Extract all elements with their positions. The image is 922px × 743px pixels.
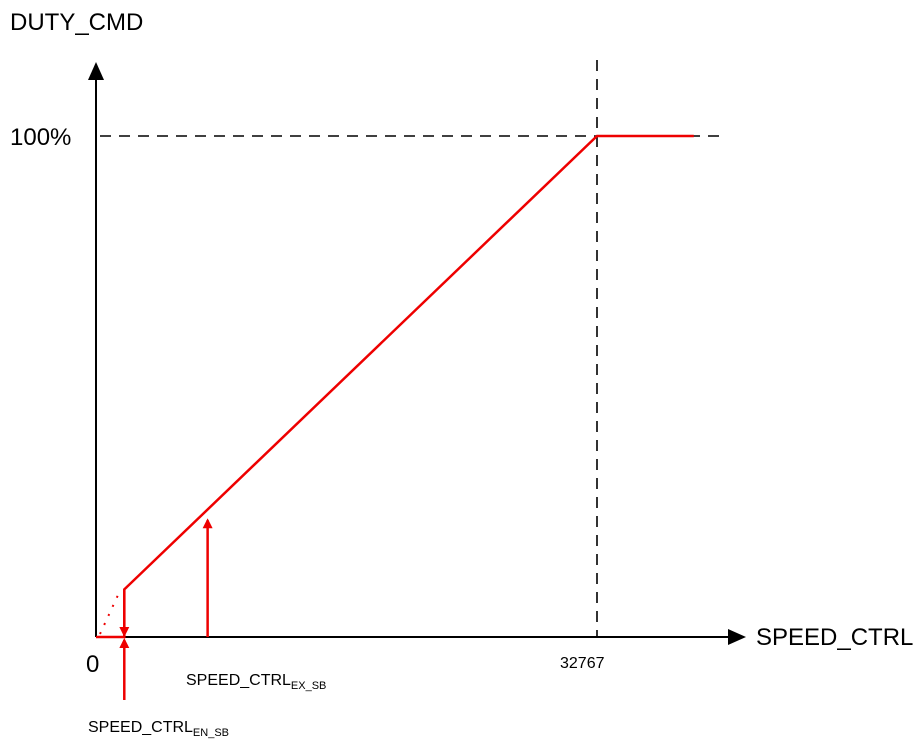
y-axis-label: DUTY_CMD bbox=[10, 9, 143, 36]
duty-curve bbox=[96, 134, 694, 639]
extrapolation-dotted-line bbox=[99, 593, 120, 635]
ex-sb-label-subscript: EX_SB bbox=[291, 680, 326, 692]
ex-sb-label-base: SPEED_CTRL bbox=[186, 672, 291, 689]
y-axis-arrowhead bbox=[88, 62, 104, 80]
en-sb-label-base: SPEED_CTRL bbox=[88, 719, 193, 736]
x-axis-arrowhead bbox=[728, 629, 746, 645]
origin-label: 0 bbox=[86, 651, 99, 678]
ex-sb-label: SPEED_CTRLEX_SB bbox=[186, 672, 326, 692]
x-axis-label: SPEED_CTRL bbox=[756, 624, 913, 651]
en-sb-label: SPEED_CTRLEN_SB bbox=[88, 719, 229, 739]
y-tick-label-100: 100% bbox=[10, 124, 71, 151]
x-tick-label-32767: 32767 bbox=[560, 655, 605, 672]
en-sb-label-subscript: EN_SB bbox=[193, 727, 229, 739]
